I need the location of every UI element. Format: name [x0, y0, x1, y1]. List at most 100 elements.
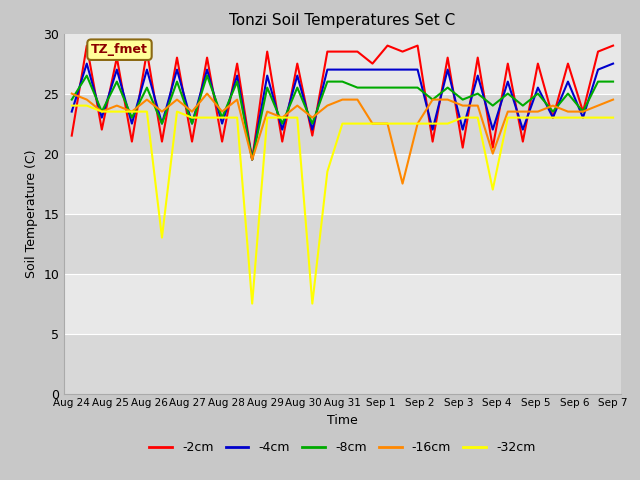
-4cm: [173, 67, 181, 72]
-4cm: [234, 72, 241, 78]
-8cm: [429, 96, 436, 102]
-4cm: [549, 115, 557, 120]
-4cm: [504, 79, 511, 84]
-2cm: [128, 139, 136, 144]
-2cm: [278, 139, 286, 144]
-4cm: [594, 67, 602, 72]
-2cm: [413, 43, 421, 48]
-8cm: [173, 79, 181, 84]
-32cm: [564, 115, 572, 120]
-16cm: [489, 151, 497, 156]
-32cm: [324, 168, 332, 174]
-16cm: [519, 108, 527, 114]
-8cm: [324, 79, 332, 84]
-2cm: [489, 144, 497, 150]
-32cm: [113, 108, 121, 114]
-2cm: [264, 48, 271, 54]
-32cm: [339, 120, 346, 126]
-16cm: [594, 103, 602, 108]
-4cm: [444, 67, 451, 72]
-8cm: [399, 84, 406, 90]
-4cm: [369, 67, 376, 72]
-8cm: [83, 72, 91, 78]
Bar: [64, 154, 621, 214]
-2cm: [83, 43, 91, 48]
-8cm: [353, 84, 361, 90]
-8cm: [383, 84, 391, 90]
-32cm: [399, 120, 406, 126]
-8cm: [474, 91, 481, 96]
-4cm: [353, 67, 361, 72]
-2cm: [113, 55, 121, 60]
-2cm: [324, 48, 332, 54]
-2cm: [474, 55, 481, 60]
-2cm: [234, 60, 241, 66]
-4cm: [143, 67, 151, 72]
-4cm: [489, 127, 497, 132]
-16cm: [188, 108, 196, 114]
-2cm: [98, 127, 106, 132]
-8cm: [369, 84, 376, 90]
-16cm: [534, 108, 541, 114]
Line: -4cm: -4cm: [72, 63, 613, 159]
-4cm: [278, 127, 286, 132]
-2cm: [218, 139, 226, 144]
-2cm: [519, 139, 527, 144]
-32cm: [83, 103, 91, 108]
-8cm: [549, 108, 557, 114]
-8cm: [98, 108, 106, 114]
-8cm: [594, 79, 602, 84]
-32cm: [489, 187, 497, 192]
-16cm: [143, 96, 151, 102]
-8cm: [294, 84, 301, 90]
-32cm: [234, 115, 241, 120]
-32cm: [459, 115, 467, 120]
-16cm: [248, 156, 256, 162]
-32cm: [294, 115, 301, 120]
-16cm: [549, 103, 557, 108]
-32cm: [609, 115, 617, 120]
-16cm: [399, 180, 406, 186]
-4cm: [459, 127, 467, 132]
-8cm: [534, 91, 541, 96]
-32cm: [474, 115, 481, 120]
-4cm: [98, 115, 106, 120]
-16cm: [98, 108, 106, 114]
-32cm: [204, 115, 211, 120]
-4cm: [308, 127, 316, 132]
-16cm: [474, 103, 481, 108]
-8cm: [519, 103, 527, 108]
-16cm: [324, 103, 332, 108]
-4cm: [68, 108, 76, 114]
-8cm: [234, 79, 241, 84]
-4cm: [564, 79, 572, 84]
-2cm: [444, 55, 451, 60]
-2cm: [564, 60, 572, 66]
-32cm: [594, 115, 602, 120]
Line: -8cm: -8cm: [72, 75, 613, 159]
-32cm: [308, 300, 316, 306]
-2cm: [143, 48, 151, 54]
-8cm: [143, 84, 151, 90]
-8cm: [218, 115, 226, 120]
-2cm: [399, 48, 406, 54]
-4cm: [128, 120, 136, 126]
Bar: [64, 274, 621, 334]
-32cm: [158, 235, 166, 240]
Line: -2cm: -2cm: [72, 46, 613, 159]
-4cm: [429, 127, 436, 132]
Bar: [64, 34, 621, 94]
-32cm: [579, 115, 587, 120]
-2cm: [248, 156, 256, 162]
-4cm: [609, 60, 617, 66]
-4cm: [519, 127, 527, 132]
-8cm: [609, 79, 617, 84]
Line: -32cm: -32cm: [72, 106, 613, 303]
-2cm: [534, 60, 541, 66]
-4cm: [534, 84, 541, 90]
-8cm: [504, 91, 511, 96]
-2cm: [609, 43, 617, 48]
-16cm: [83, 96, 91, 102]
-16cm: [459, 103, 467, 108]
Y-axis label: Soil Temperature (C): Soil Temperature (C): [25, 149, 38, 278]
